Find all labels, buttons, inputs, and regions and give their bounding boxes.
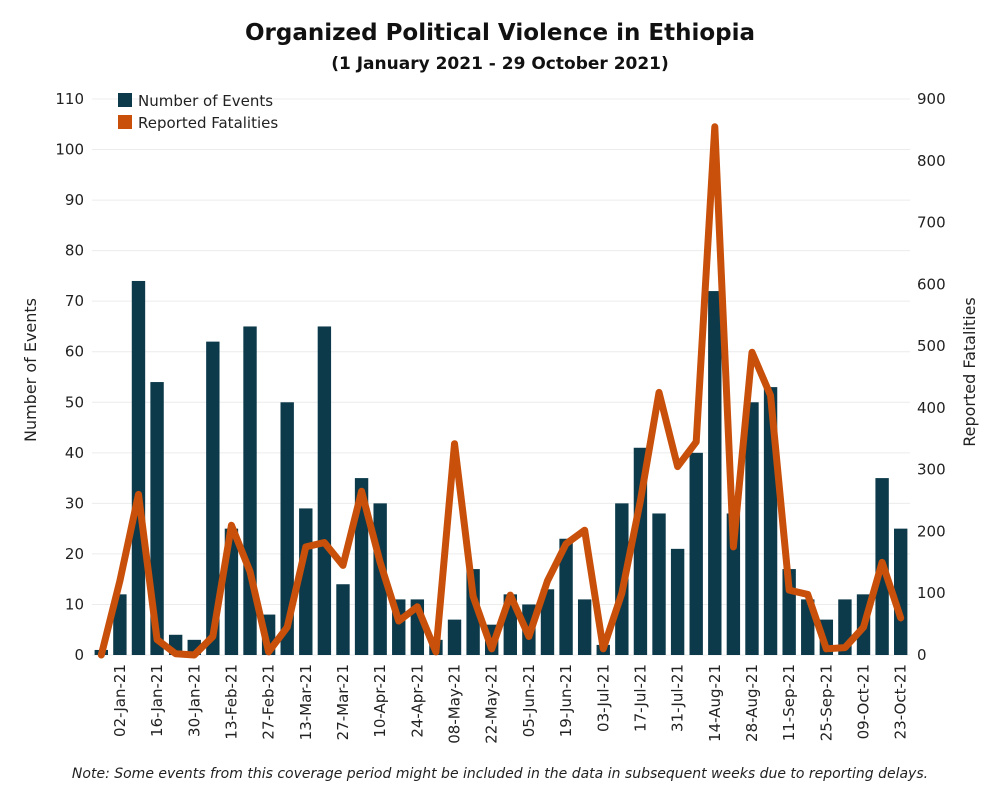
y2-tick-label: 100 <box>917 584 946 602</box>
bar <box>540 589 555 655</box>
y-tick-label: 10 <box>65 595 84 613</box>
fatalities-line-group <box>97 123 905 659</box>
bar <box>670 548 685 655</box>
bar <box>559 538 573 655</box>
bar <box>131 280 146 655</box>
footnote: Note: Some events from this coverage per… <box>71 766 929 782</box>
y-axis-right-ticks: 0 100 200 300 400 500 600 700 800 900 <box>917 90 946 664</box>
bar <box>113 594 127 655</box>
events-bars <box>94 280 908 655</box>
x-tick-label: 10-Apr-21 <box>371 664 389 738</box>
x-tick-label: 19-Jun-21 <box>557 664 575 737</box>
bar <box>280 402 294 655</box>
x-axis-ticks: 02-Jan-21 16-Jan-21 30-Jan-21 13-Feb-21 27-F… <box>111 664 910 744</box>
y-tick-label: 90 <box>65 191 84 209</box>
x-tick-label: 14-Aug-21 <box>706 664 724 742</box>
x-tick-label: 03-Jul-21 <box>594 664 612 732</box>
x-tick-label: 27-Feb-21 <box>260 664 278 740</box>
x-tick-label: 30-Jan-21 <box>185 664 203 737</box>
x-tick-label: 02-Jan-21 <box>111 664 129 737</box>
bar <box>652 513 666 655</box>
y-tick-label: 30 <box>65 494 84 512</box>
y-tick-label: 60 <box>65 343 84 361</box>
x-tick-label: 13-Feb-21 <box>222 664 240 740</box>
x-tick-label: 11-Sep-21 <box>780 664 798 741</box>
bar <box>708 291 722 655</box>
y2-tick-label: 300 <box>917 461 946 479</box>
y-tick-label: 100 <box>55 141 84 159</box>
y-tick-label: 40 <box>65 444 84 462</box>
chart-title: Organized Political Violence in Ethiopia <box>244 20 756 46</box>
legend-swatch-events <box>118 93 132 107</box>
y2-tick-label: 500 <box>917 337 946 355</box>
y2-tick-label: 0 <box>917 646 927 664</box>
y2-tick-label: 200 <box>917 522 946 540</box>
y-tick-label: 80 <box>65 242 84 260</box>
y2-tick-label: 800 <box>917 152 946 170</box>
chart-subtitle: (1 January 2021 - 29 October 2021) <box>331 54 669 74</box>
x-tick-label: 22-May-21 <box>483 664 501 744</box>
x-tick-label: 09-Oct-21 <box>855 664 873 739</box>
bar <box>894 528 908 655</box>
bar <box>336 584 350 655</box>
y-tick-label: 70 <box>65 292 84 310</box>
y2-tick-label: 900 <box>917 90 946 108</box>
x-tick-label: 24-Apr-21 <box>408 664 426 738</box>
y-tick-label: 110 <box>55 90 84 108</box>
x-tick-label: 16-Jan-21 <box>148 664 166 737</box>
bar <box>726 513 741 655</box>
x-tick-label: 05-Jun-21 <box>520 664 538 737</box>
y-axis-left-ticks: 0 10 20 30 40 50 60 70 80 90 100 110 <box>55 90 84 664</box>
y-tick-label: 0 <box>74 646 84 664</box>
bar <box>206 341 220 655</box>
y-axis-label-left: Number of Events <box>21 298 40 442</box>
y2-tick-label: 700 <box>917 214 946 232</box>
bar <box>354 478 369 655</box>
x-tick-label: 31-Jul-21 <box>669 664 687 732</box>
y2-tick-label: 400 <box>917 399 946 417</box>
bar <box>447 619 462 655</box>
y-axis-label-right: Reported Fatalities <box>960 297 979 447</box>
x-tick-label: 25-Sep-21 <box>817 664 835 741</box>
fatalities-line <box>97 123 905 659</box>
bar <box>689 452 703 655</box>
legend-label-events: Number of Events <box>138 92 273 110</box>
legend-swatch-fatalities <box>118 115 132 129</box>
legend-label-fatalities: Reported Fatalities <box>138 114 278 132</box>
bar <box>317 326 332 655</box>
x-tick-label: 17-Jul-21 <box>631 664 649 732</box>
legend: Number of Events Reported Fatalities <box>118 92 278 132</box>
y2-tick-label: 600 <box>917 275 946 293</box>
x-tick-label: 13-Mar-21 <box>297 664 315 740</box>
y-tick-label: 50 <box>65 393 84 411</box>
x-tick-label: 28-Aug-21 <box>743 664 761 742</box>
bar <box>745 402 759 655</box>
y-tick-label: 20 <box>65 545 84 563</box>
x-tick-label: 23-Oct-21 <box>892 664 910 739</box>
x-tick-label: 08-May-21 <box>446 664 464 744</box>
x-tick-label: 27-Mar-21 <box>334 664 352 740</box>
bar <box>577 599 592 655</box>
